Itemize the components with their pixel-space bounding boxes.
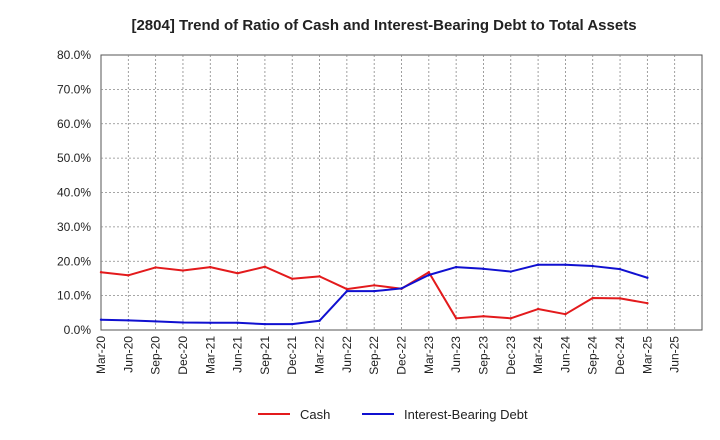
x-tick-label: Mar-25 [640, 336, 654, 374]
series-layer [99, 263, 649, 326]
x-tick-label: Sep-24 [586, 336, 600, 375]
data-point [646, 301, 649, 305]
x-tick-label: Mar-20 [94, 336, 108, 374]
data-point [454, 265, 458, 269]
y-tick-label: 80.0% [57, 48, 91, 62]
data-point [372, 289, 376, 293]
y-tick-label: 10.0% [57, 289, 91, 303]
x-tick-label: Mar-21 [203, 336, 217, 374]
data-point [564, 312, 567, 316]
x-tick-label: Jun-24 [558, 336, 572, 373]
data-point [318, 319, 321, 322]
data-point [263, 265, 267, 268]
data-point [236, 272, 239, 275]
data-point [591, 296, 594, 300]
data-point [427, 273, 431, 277]
x-tick-label: Mar-23 [422, 336, 436, 374]
data-point [509, 270, 512, 273]
legend: Cash Interest-Bearing Debt [258, 407, 528, 422]
x-tick-label: Dec-23 [504, 336, 518, 375]
y-tick-label: 60.0% [57, 117, 91, 131]
data-point [209, 265, 212, 269]
x-tick-label: Jun-23 [449, 336, 463, 373]
x-tick-label: Dec-20 [176, 336, 190, 375]
x-tick-label: Dec-22 [395, 336, 409, 375]
legend-label: Cash [300, 407, 330, 422]
data-point [291, 277, 294, 280]
data-point [482, 267, 485, 271]
data-point [154, 320, 157, 323]
x-tick-label: Sep-23 [476, 336, 490, 375]
data-point [263, 322, 267, 326]
data-point [536, 263, 540, 266]
data-point [400, 287, 403, 290]
x-tick-label: Dec-21 [285, 336, 299, 375]
data-point [454, 317, 458, 320]
data-point [618, 267, 622, 271]
x-tick-label: Mar-22 [313, 336, 327, 374]
x-tick-label: Jun-22 [340, 336, 354, 373]
data-point [154, 266, 157, 269]
data-point [646, 276, 649, 279]
x-tick-label: Mar-24 [531, 336, 545, 374]
x-tick-label: Sep-22 [367, 336, 381, 375]
y-tick-label: 30.0% [57, 220, 91, 234]
x-tick-label: Sep-21 [258, 336, 272, 375]
data-point [536, 307, 540, 311]
data-point [99, 318, 103, 321]
data-point [618, 297, 622, 300]
data-point [372, 284, 376, 287]
x-tick-label: Jun-20 [121, 336, 135, 373]
x-tick-label: Dec-24 [613, 336, 627, 375]
chart-title: [2804] Trend of Ratio of Cash and Intere… [131, 17, 636, 34]
y-tick-label: 0.0% [64, 323, 92, 337]
x-tick-label: Jun-25 [668, 336, 682, 373]
data-point [291, 322, 294, 326]
axis-layer: Mar-20 Jun-20 Sep-20 Dec-20 Mar-21 Jun-21 Sep-… [57, 48, 682, 375]
data-point [127, 319, 130, 322]
data-point [482, 315, 485, 318]
data-point [509, 317, 512, 320]
y-tick-label: 20.0% [57, 254, 91, 268]
data-point [236, 321, 239, 324]
y-tick-label: 40.0% [57, 186, 91, 200]
y-tick-label: 70.0% [57, 82, 91, 96]
data-point [564, 263, 567, 266]
data-point [181, 269, 185, 272]
x-tick-label: Sep-20 [149, 336, 163, 375]
x-tick-label: Jun-21 [231, 336, 245, 373]
data-point [345, 287, 349, 291]
y-tick-label: 50.0% [57, 151, 91, 165]
data-point [427, 271, 431, 274]
legend-label: Interest-Bearing Debt [404, 407, 528, 422]
data-point [209, 321, 212, 324]
data-point [591, 264, 594, 268]
data-point [318, 275, 321, 278]
data-point [181, 321, 185, 324]
data-point [345, 289, 349, 293]
data-point [99, 271, 103, 274]
data-point [127, 274, 130, 277]
